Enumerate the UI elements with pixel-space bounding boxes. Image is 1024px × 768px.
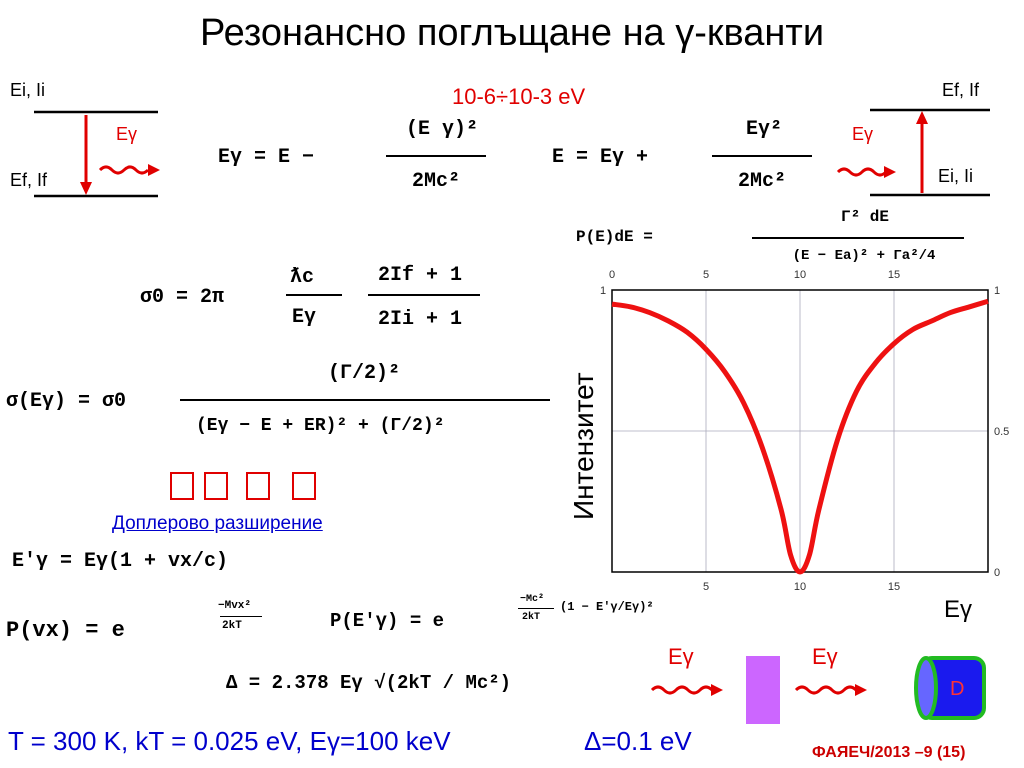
doppler-profile-lhs: P(E'γ) = e: [330, 610, 445, 632]
chart-y-tick-label-right: 1: [994, 285, 1000, 297]
right-absorbed-gamma-label: Eγ: [852, 124, 874, 144]
sigma0-numerator: 2If + 1: [378, 264, 463, 287]
maxwell-exponent-denominator: 2kT: [222, 620, 242, 632]
sigma0-second-fraction-bar: [368, 294, 480, 296]
right-wavy-gamma: [836, 167, 888, 177]
doppler-profile-exp-numerator: −Mc²: [520, 594, 545, 605]
maxwell-exponent-numerator: −Mvx²: [218, 600, 252, 612]
right-wavy-arrowhead: [884, 166, 896, 178]
sigma0-denominator: 2Ii + 1: [378, 308, 463, 331]
absorption-fraction-bar: [712, 155, 812, 157]
emission-formula-lhs: Eγ = E −: [218, 146, 315, 169]
sigma-numerator: (Γ/2)²: [328, 362, 401, 385]
left-transition-arrowhead: [80, 182, 92, 195]
detector-cylinder: [914, 656, 986, 720]
sigma0-factor-b: Eγ: [292, 306, 317, 329]
placeholder-box: [204, 472, 228, 500]
chart-x-tick-label-bottom: 15: [888, 581, 900, 593]
sigma-fraction-bar: [180, 399, 550, 401]
left-lower-level-label: Ef, If: [10, 170, 48, 190]
absorption-formula-denominator: 2Mc²: [737, 170, 786, 193]
width-formula: Δ = 2.378 Eγ √(2kT / Mc²): [226, 672, 512, 694]
doppler-profile-exp-bar: [518, 608, 554, 609]
doppler-shift-formula: E'γ = Eγ(1 + vx/c): [12, 550, 229, 573]
slide-footer: ФАЯЕЧ/2013 –9 (15): [812, 744, 966, 761]
placeholder-box: [246, 472, 270, 500]
left-upper-level-label: Ei, Ii: [10, 80, 46, 100]
chart-x-tick-label-top: 5: [703, 269, 709, 281]
emission-formula-numerator: (E γ)²: [405, 118, 478, 141]
maxwell-lhs: P(vx) = e: [6, 618, 125, 643]
absorber-wavy-arrowhead: [855, 684, 867, 696]
absorber-wavy-gamma: [794, 685, 858, 695]
doppler-broadening-link[interactable]: Доплерово разширение: [112, 513, 323, 534]
left-wavy-gamma: [98, 165, 150, 175]
chart-x-axis-label: Eγ: [944, 596, 973, 623]
placeholder-box: [292, 472, 316, 500]
breit-wigner-lhs: P(E)dE =: [576, 228, 653, 246]
sigma-lhs: σ(Eγ) = σ0: [6, 390, 127, 413]
chart-x-tick-label-top: 0: [609, 269, 615, 281]
doppler-profile-exp-tail: (1 − E'γ/Eγ)²: [560, 600, 654, 614]
chart-x-tick-label-bottom: 5: [703, 581, 709, 593]
right-upper-level-label: Ef, If: [942, 80, 980, 100]
breit-wigner-fraction-bar: [752, 237, 964, 239]
emission-fraction-bar: [386, 155, 486, 157]
intensity-chart: 0 5 5 10 10 15 15 0 0.5 1 1: [600, 269, 1009, 593]
absorber-gamma-label: Eγ: [812, 644, 838, 669]
emission-formula-denominator: 2Mc²: [411, 170, 460, 193]
source-wavy-arrowhead: [711, 684, 723, 696]
page-title: Резонансно поглъщане на γ-кванти: [199, 12, 825, 54]
source-gamma-label: Eγ: [668, 644, 694, 669]
chart-x-tick-label-top: 15: [888, 269, 900, 281]
sigma-denominator: (Eγ − E + ER)² + (Γ/2)²: [196, 416, 445, 436]
energy-range-text: 10-6÷10-3 eV: [452, 84, 586, 109]
delta-value: Δ=0.1 eV: [584, 726, 692, 756]
breit-wigner-denominator: (E − Ea)² + Γa²/4: [792, 248, 936, 264]
maxwell-exponent-bar: [220, 616, 262, 617]
absorption-formula-numerator: Eγ²: [745, 118, 782, 141]
left-emitted-gamma-label: Eγ: [116, 124, 138, 144]
sigma0-lhs: σ0 = 2π: [140, 286, 225, 309]
chart-x-tick-label-top: 10: [794, 269, 806, 281]
right-lower-level-label: Ei, Ii: [938, 166, 974, 186]
absorption-formula-lhs: E = Eγ +: [552, 146, 649, 169]
left-wavy-arrowhead: [148, 164, 160, 176]
doppler-profile-exp-denominator: 2kT: [522, 612, 541, 623]
sigma0-factor-a: ƛc: [290, 266, 315, 289]
absorber-block: [746, 656, 780, 724]
chart-x-tick-label-bottom: 10: [794, 581, 806, 593]
parameters-line: T = 300 K, kT = 0.025 eV, Eγ=100 keV: [8, 726, 451, 756]
placeholder-box: [170, 472, 194, 500]
source-wavy-gamma: [650, 685, 714, 695]
detector-label: D: [950, 678, 965, 700]
chart-y-tick-label-right: 0.5: [994, 426, 1009, 438]
breit-wigner-numerator: Γ² dE: [840, 208, 889, 226]
sigma0-first-fraction-bar: [286, 294, 342, 296]
chart-y-tick-label-left: 1: [600, 285, 606, 297]
right-transition-arrowhead: [916, 111, 928, 124]
chart-y-tick-label-right: 0: [994, 567, 1000, 579]
